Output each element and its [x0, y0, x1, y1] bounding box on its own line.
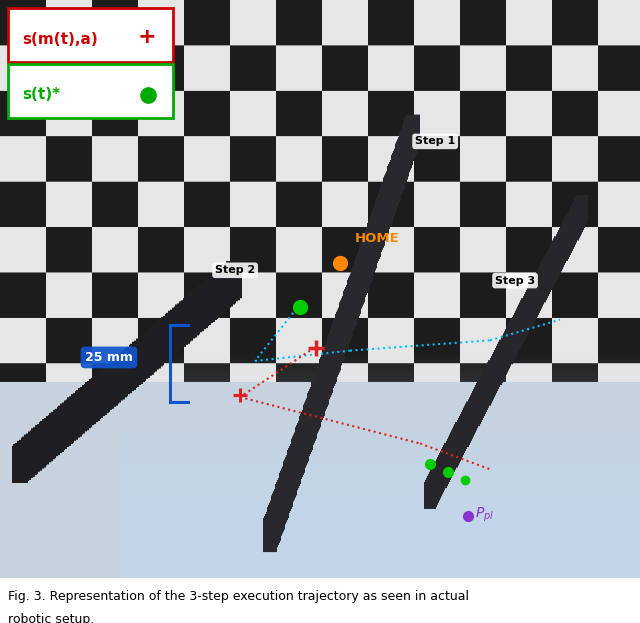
Text: s(t)*: s(t)* — [22, 87, 60, 102]
FancyBboxPatch shape — [8, 64, 173, 118]
FancyBboxPatch shape — [8, 8, 173, 62]
Text: s(m(t),a): s(m(t),a) — [22, 32, 98, 47]
Text: $P_{pl}$: $P_{pl}$ — [475, 506, 494, 524]
Text: 25 mm: 25 mm — [85, 351, 133, 364]
Text: robotic setup.: robotic setup. — [8, 613, 94, 623]
Text: Step 2: Step 2 — [215, 265, 255, 275]
Text: Step 3: Step 3 — [495, 275, 535, 285]
Text: Fig. 3. Representation of the 3-step execution trajectory as seen in actual: Fig. 3. Representation of the 3-step exe… — [8, 590, 468, 603]
Text: HOME: HOME — [355, 232, 400, 245]
Text: +: + — [138, 27, 157, 47]
Text: Step 1: Step 1 — [415, 136, 455, 146]
